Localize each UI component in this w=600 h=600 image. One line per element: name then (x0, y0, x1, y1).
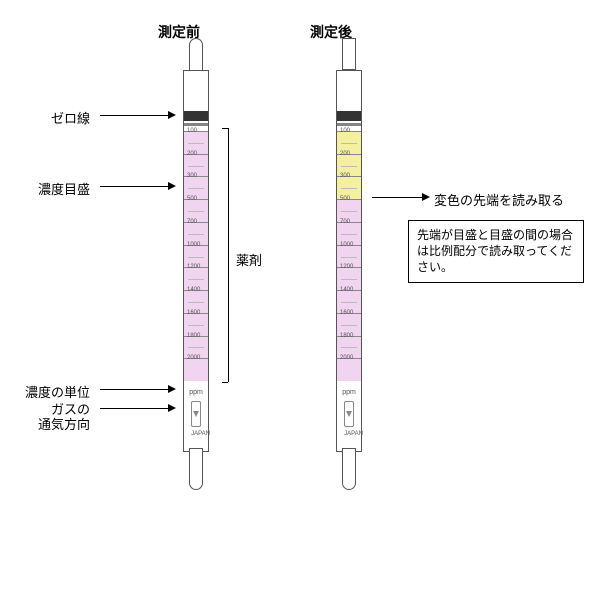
label-gasdir2: 通気方向 (0, 414, 90, 433)
gas-direction-icon (191, 401, 201, 427)
tube-unit: ppm (189, 389, 203, 396)
label-read-tip: 変色の先端を読み取る (434, 190, 564, 209)
gas-direction-icon-2 (344, 401, 354, 427)
label-reagent: 薬剤 (236, 250, 262, 269)
tube-unit-2: ppm (342, 389, 356, 396)
tube-maker: JAPAN (191, 431, 210, 437)
label-zero: ゼロ線 (0, 108, 90, 127)
label-scale: 濃度目盛 (0, 179, 90, 198)
note-box: 先端が目盛と目盛の間の場合は比例配分で読み取ってください。 (408, 220, 584, 283)
tube-maker-2: JAPAN (344, 431, 363, 437)
